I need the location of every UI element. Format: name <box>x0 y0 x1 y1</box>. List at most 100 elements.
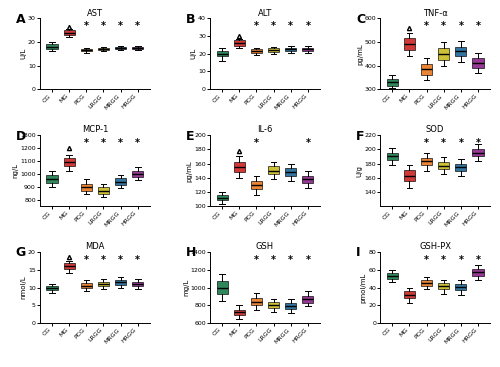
PathPatch shape <box>421 158 432 165</box>
Text: *: * <box>306 255 310 265</box>
PathPatch shape <box>46 44 58 49</box>
Y-axis label: pg/mL: pg/mL <box>187 160 193 182</box>
Text: *: * <box>101 255 106 265</box>
Text: *: * <box>441 138 446 148</box>
PathPatch shape <box>456 164 466 171</box>
Text: *: * <box>288 21 293 31</box>
Text: *: * <box>441 21 446 31</box>
Y-axis label: pmol/mL: pmol/mL <box>361 272 367 303</box>
PathPatch shape <box>438 162 450 169</box>
PathPatch shape <box>386 273 398 279</box>
Text: G: G <box>16 247 26 259</box>
Text: *: * <box>476 255 480 265</box>
Text: *: * <box>271 21 276 31</box>
PathPatch shape <box>80 184 92 190</box>
PathPatch shape <box>98 48 109 50</box>
PathPatch shape <box>472 149 484 156</box>
PathPatch shape <box>115 47 126 49</box>
Text: D: D <box>16 130 26 142</box>
Text: *: * <box>136 138 140 148</box>
Y-axis label: pg/mL: pg/mL <box>357 43 363 65</box>
PathPatch shape <box>115 280 126 285</box>
Title: MCP-1: MCP-1 <box>82 126 108 134</box>
PathPatch shape <box>64 30 74 35</box>
PathPatch shape <box>404 291 415 298</box>
Text: *: * <box>306 138 310 148</box>
Title: ALT: ALT <box>258 8 272 18</box>
Text: B: B <box>186 13 196 26</box>
Text: *: * <box>424 21 429 31</box>
Text: C: C <box>356 13 365 26</box>
Text: *: * <box>118 21 123 31</box>
Text: *: * <box>458 138 464 148</box>
PathPatch shape <box>456 284 466 290</box>
Text: *: * <box>458 21 464 31</box>
PathPatch shape <box>386 153 398 160</box>
Title: AST: AST <box>87 8 103 18</box>
PathPatch shape <box>132 171 143 177</box>
PathPatch shape <box>268 302 279 308</box>
PathPatch shape <box>386 79 398 86</box>
Text: *: * <box>101 138 106 148</box>
PathPatch shape <box>98 188 109 194</box>
Text: *: * <box>424 255 429 265</box>
Y-axis label: U/g: U/g <box>357 165 363 177</box>
Text: *: * <box>441 255 446 265</box>
PathPatch shape <box>268 166 279 174</box>
Text: H: H <box>186 247 196 259</box>
Text: *: * <box>101 21 106 31</box>
Title: GSH-PX: GSH-PX <box>419 242 451 251</box>
PathPatch shape <box>64 264 74 269</box>
Y-axis label: nmol/L: nmol/L <box>20 276 26 299</box>
Title: SOD: SOD <box>426 126 444 134</box>
Text: F: F <box>356 130 364 142</box>
PathPatch shape <box>438 283 450 289</box>
PathPatch shape <box>64 159 74 166</box>
PathPatch shape <box>456 47 466 56</box>
PathPatch shape <box>404 39 415 50</box>
PathPatch shape <box>234 310 245 315</box>
Text: *: * <box>254 21 259 31</box>
PathPatch shape <box>404 170 415 181</box>
Text: *: * <box>476 138 480 148</box>
PathPatch shape <box>421 64 432 75</box>
Text: *: * <box>84 21 89 31</box>
PathPatch shape <box>80 283 92 288</box>
Text: *: * <box>118 255 123 265</box>
Y-axis label: ng/L: ng/L <box>13 163 19 178</box>
Text: *: * <box>476 21 480 31</box>
PathPatch shape <box>216 281 228 294</box>
Text: *: * <box>84 138 89 148</box>
PathPatch shape <box>302 48 314 51</box>
PathPatch shape <box>216 51 228 57</box>
Text: *: * <box>306 21 310 31</box>
Text: E: E <box>186 130 194 142</box>
Text: *: * <box>136 255 140 265</box>
PathPatch shape <box>46 175 58 183</box>
Text: *: * <box>254 138 259 148</box>
Y-axis label: U/L: U/L <box>20 48 26 59</box>
PathPatch shape <box>115 178 126 185</box>
PathPatch shape <box>80 49 92 51</box>
PathPatch shape <box>285 168 296 176</box>
PathPatch shape <box>285 303 296 309</box>
PathPatch shape <box>234 162 245 172</box>
Title: MDA: MDA <box>85 242 104 251</box>
Text: *: * <box>136 21 140 31</box>
Y-axis label: mg/L: mg/L <box>183 279 189 296</box>
PathPatch shape <box>216 195 228 200</box>
Text: *: * <box>288 255 293 265</box>
PathPatch shape <box>132 47 143 49</box>
Text: I: I <box>356 247 360 259</box>
Text: *: * <box>84 255 89 265</box>
Text: *: * <box>458 255 464 265</box>
Title: IL-6: IL-6 <box>258 126 272 134</box>
Text: *: * <box>118 138 123 148</box>
PathPatch shape <box>132 281 143 287</box>
PathPatch shape <box>421 280 432 286</box>
Text: A: A <box>16 13 26 26</box>
Text: *: * <box>424 138 429 148</box>
PathPatch shape <box>285 48 296 51</box>
PathPatch shape <box>472 269 484 276</box>
Text: *: * <box>254 255 259 265</box>
